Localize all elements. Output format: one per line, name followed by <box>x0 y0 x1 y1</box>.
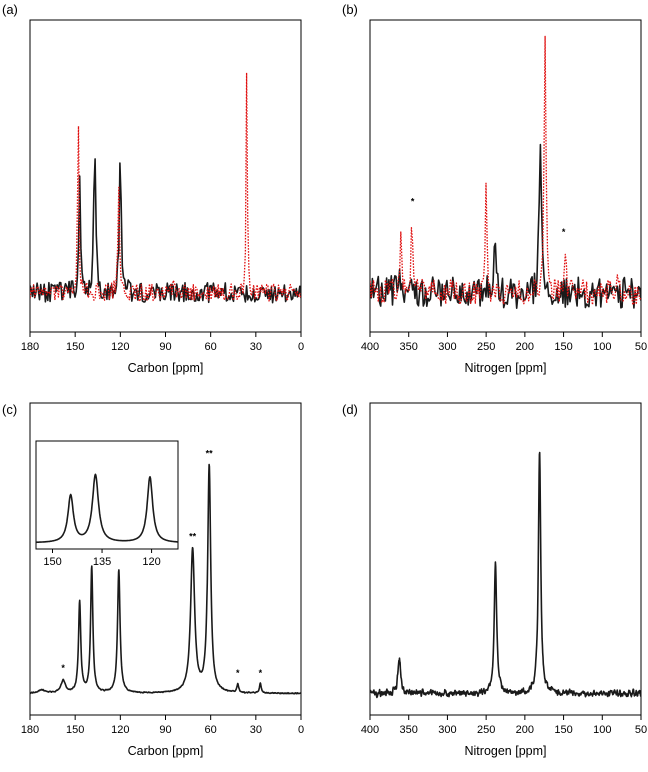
x-tick-label: 100 <box>593 341 611 353</box>
x-tick-label: 120 <box>111 724 129 736</box>
x-tick-label: 200 <box>516 341 534 353</box>
x-tick-label: 0 <box>298 724 304 736</box>
panel-label: (d) <box>342 402 358 417</box>
x-tick-label: 0 <box>298 341 304 353</box>
series-line-dotted <box>370 35 641 306</box>
inset-series-line <box>35 473 179 544</box>
peak-annotation: * <box>61 663 65 673</box>
inset-x-tick-label: 150 <box>43 556 61 568</box>
x-tick-label: 120 <box>111 341 129 353</box>
x-tick-label: 50 <box>635 724 647 736</box>
x-tick-label: 30 <box>250 341 262 353</box>
peak-annotation: * <box>562 227 566 237</box>
series-line-solid <box>30 463 301 695</box>
inset-frame <box>35 440 179 550</box>
x-tick-label: 250 <box>477 724 495 736</box>
x-tick-label: 400 <box>361 341 379 353</box>
peak-annotation: * <box>411 197 415 207</box>
inset-x-tick-label: 135 <box>93 556 111 568</box>
x-tick-label: 150 <box>554 341 572 353</box>
x-tick-label: 200 <box>516 724 534 736</box>
series-line-solid <box>370 451 641 699</box>
x-axis-label: Nitrogen [ppm] <box>465 744 547 758</box>
x-tick-label: 350 <box>400 724 418 736</box>
x-tick-label: 150 <box>554 724 572 736</box>
inset: 150 135 120 <box>35 440 179 568</box>
panel-a: (a) 180 150 120 90 60 30 0 Carbon [ppm] <box>2 2 304 375</box>
x-tick-label: 50 <box>635 341 647 353</box>
panel-label: (a) <box>2 2 18 17</box>
panel-label: (c) <box>2 402 17 417</box>
peak-annotation: * <box>236 668 240 678</box>
inset-x-tick-label: 120 <box>142 556 160 568</box>
panel-b: (b) 400 350 300 250 200 150 100 50 Nitrogen [ppm]… <box>342 2 647 375</box>
x-tick-label: 300 <box>438 341 456 353</box>
peak-annotation: * <box>259 668 263 678</box>
x-axis-label: Carbon [ppm] <box>128 361 204 375</box>
x-tick-label: 300 <box>438 724 456 736</box>
x-tick-label: 100 <box>593 724 611 736</box>
series-line-solid <box>30 158 301 304</box>
peak-annotation: ** <box>189 532 197 542</box>
x-tick-label: 150 <box>66 724 84 736</box>
x-tick-label: 90 <box>159 341 171 353</box>
x-tick-label: 250 <box>477 341 495 353</box>
x-tick-label: 400 <box>361 724 379 736</box>
series-line-dotted <box>30 72 301 302</box>
panel-d: (d) 400 350 300 250 200 150 100 50 Nitrogen [ppm] <box>342 402 647 758</box>
x-tick-label: 150 <box>66 341 84 353</box>
x-axis-label: Nitrogen [ppm] <box>465 361 547 375</box>
x-tick-label: 60 <box>205 341 217 353</box>
peak-annotation: ** <box>206 449 214 459</box>
x-tick-label: 350 <box>400 341 418 353</box>
x-tick-label: 180 <box>21 724 39 736</box>
plot-frame <box>369 402 642 716</box>
x-tick-label: 30 <box>250 724 262 736</box>
panel-label: (b) <box>342 2 358 17</box>
x-tick-label: 180 <box>21 341 39 353</box>
series-line-solid <box>370 143 641 309</box>
x-tick-label: 90 <box>159 724 171 736</box>
x-tick-label: 60 <box>205 724 217 736</box>
x-axis-label: Carbon [ppm] <box>128 744 204 758</box>
plot-frame <box>369 19 642 333</box>
